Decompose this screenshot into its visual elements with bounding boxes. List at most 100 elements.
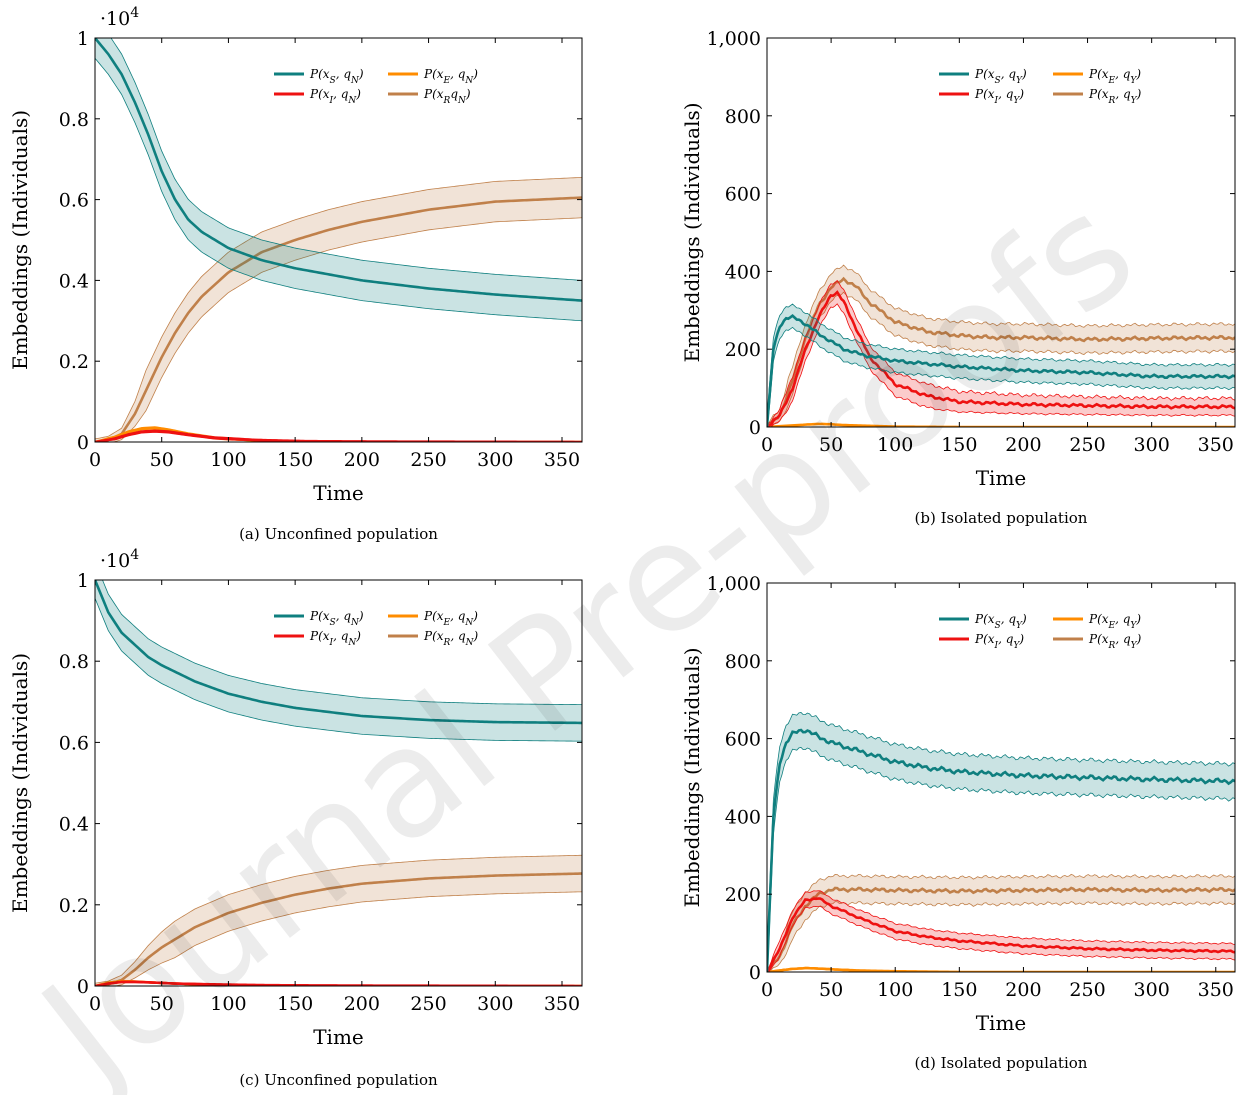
- y-multiplier: ·104: [100, 5, 139, 30]
- series-band-0: [95, 580, 582, 742]
- series-line-2: [767, 290, 1235, 427]
- x-axis-label: Time: [976, 1011, 1027, 1035]
- legend-entry: P(xE, qN): [423, 67, 478, 86]
- y-tick-label: 0: [77, 976, 89, 998]
- x-tick-label: 50: [819, 979, 843, 1001]
- plot-frame: [766, 37, 1236, 428]
- x-tick-label: 250: [410, 993, 446, 1015]
- caption: (c) Unconfined population: [239, 1071, 438, 1089]
- y-tick-label: 1: [77, 570, 89, 592]
- series-band-2: [767, 280, 1235, 427]
- series-lower-0: [767, 747, 1235, 972]
- legend-entry: P(xI, qN): [309, 87, 361, 106]
- x-tick-label: 200: [344, 993, 380, 1015]
- y-tick-label: 800: [725, 651, 761, 673]
- series-upper-3: [95, 176, 582, 440]
- x-tick-label: 100: [877, 434, 913, 456]
- y-tick-label: 0.6: [59, 190, 89, 212]
- x-tick-label: 0: [89, 449, 101, 471]
- legend-entry: P(xRqN): [423, 87, 471, 106]
- legend-entry: P(xS, qY): [974, 612, 1027, 631]
- x-tick-label: 150: [941, 434, 977, 456]
- series-line-0: [95, 38, 582, 302]
- y-tick-label: 0.4: [59, 814, 89, 836]
- series-line-0: [95, 580, 582, 725]
- plot-area: [767, 712, 1235, 972]
- chart-3: 0 50 100 150 200 250 300 350 0 0.2 0.4 0.6 0.8 1 ·104 T…: [8, 547, 583, 1089]
- y-tick-label: 400: [725, 806, 761, 828]
- series-lower-0: [95, 57, 582, 322]
- x-tick-label: 0: [761, 434, 773, 456]
- plot-frame: [94, 579, 583, 987]
- legend-entry: P(xE, qY): [1088, 67, 1141, 86]
- x-tick-label: 0: [761, 979, 773, 1001]
- legend-entry: P(xS, qN): [309, 609, 364, 628]
- x-tick-label: 350: [1198, 979, 1234, 1001]
- plot-area: [95, 38, 582, 442]
- x-tick-label: 150: [941, 979, 977, 1001]
- y-multiplier: ·104: [100, 547, 139, 572]
- y-tick-label: 400: [725, 261, 761, 283]
- series-upper-0: [102, 580, 582, 706]
- x-tick-label: 300: [477, 449, 513, 471]
- series-lower-2: [767, 303, 1235, 427]
- chart-1: 0 50 100 150 200 250 300 350 0 0.2 0.4 0.6 0.8 1 ·104 T…: [8, 5, 583, 543]
- x-tick-label: 200: [1005, 434, 1041, 456]
- x-tick-label: 350: [544, 449, 580, 471]
- y-tick-label: 200: [725, 884, 761, 906]
- watermark: Journal Pre-proofs: [6, 163, 1165, 1095]
- y-tick-label: 0.2: [59, 895, 89, 917]
- series-upper-2: [767, 279, 1235, 426]
- x-axis-label: Time: [313, 1025, 364, 1049]
- series-line-1: [767, 422, 1235, 427]
- series-lower-2: [767, 905, 1235, 972]
- x-tick-label: 0: [89, 993, 101, 1015]
- x-tick-label: 300: [1134, 979, 1170, 1001]
- x-tick-label: 150: [277, 993, 313, 1015]
- series-band-0: [767, 304, 1235, 427]
- series-lower-3: [767, 291, 1235, 427]
- series-lower-3: [95, 217, 582, 442]
- series-upper-3: [95, 854, 582, 984]
- x-tick-label: 350: [544, 993, 580, 1015]
- y-tick-label: 0.6: [59, 732, 89, 754]
- legend-entry: P(xS, qY): [974, 67, 1027, 86]
- y-tick-label: 0.8: [59, 651, 89, 673]
- chart-4: 0 50 100 150 200 250 300 350 0 200 400 600 800 1,000 T…: [680, 573, 1236, 1072]
- series-band-3: [767, 265, 1235, 427]
- y-tick-label: 0.4: [59, 270, 89, 292]
- series-line-1: [95, 426, 582, 442]
- y-tick-label: 0.2: [59, 351, 89, 373]
- y-axis-label: Embeddings (Individuals): [8, 110, 32, 370]
- x-tick-label: 100: [210, 993, 246, 1015]
- x-tick-label: 100: [210, 449, 246, 471]
- y-tick-label: 1: [77, 28, 89, 50]
- legend-entry: P(xR, qY): [1088, 87, 1142, 106]
- x-tick-label: 150: [277, 449, 313, 471]
- series-upper-0: [110, 38, 582, 281]
- x-tick-label: 50: [150, 993, 174, 1015]
- chart-2: 0 50 100 150 200 250 300 350 0 200 400 600 800 1,000 T…: [680, 28, 1236, 527]
- legend-entry: P(xE, qN): [423, 609, 478, 628]
- series-line-3: [95, 196, 582, 442]
- y-tick-label: 600: [725, 184, 761, 206]
- x-tick-label: 300: [477, 993, 513, 1015]
- legend-entry: P(xR, qY): [1088, 632, 1142, 651]
- y-axis-label: Embeddings (Individuals): [680, 647, 704, 907]
- y-axis-label: Embeddings (Individuals): [8, 653, 32, 913]
- series-band-2: [767, 890, 1235, 972]
- series-band-3: [767, 874, 1235, 972]
- series-band-0: [767, 712, 1235, 972]
- series-line-0: [767, 314, 1235, 427]
- caption: (a) Unconfined population: [239, 525, 438, 543]
- series-line-2: [95, 429, 582, 442]
- series-upper-3: [767, 264, 1235, 426]
- series-lower-3: [95, 891, 582, 986]
- y-tick-label: 600: [725, 729, 761, 751]
- y-axis-label: Embeddings (Individuals): [680, 102, 704, 362]
- y-tick-label: 0: [749, 962, 761, 984]
- series-upper-0: [767, 303, 1235, 426]
- legend-entry: P(xS, qN): [309, 67, 364, 86]
- plot-frame: [94, 37, 583, 443]
- legend: P(xS, qY) P(xE, qY) P(xI, qY) P(xR, qY): [939, 67, 1142, 106]
